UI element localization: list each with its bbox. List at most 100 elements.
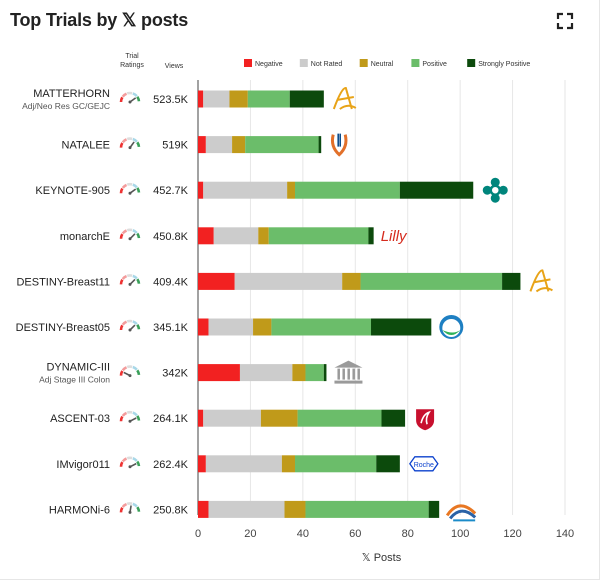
bar-segment-not-rated [239,364,293,382]
lilly-logo: Lilly [381,228,408,245]
legend-label: Negative [255,61,283,68]
bar-segment-strongly-positive [318,136,322,154]
bar-segment-negative [198,500,209,518]
rating-gauge-icon [119,365,141,378]
rating-gauge-icon [119,410,141,423]
bar-segment-positive [297,409,382,427]
x-tick-label: 80 [402,528,414,540]
svg-text:Roche: Roche [414,462,434,469]
bar-segment-neutral [287,181,295,199]
bar-segment-negative [198,318,209,336]
bar-segment-strongly-positive [381,409,406,427]
bar-segment-positive [268,227,369,245]
roche-logo: Roche [409,456,439,472]
trial-subtitle-label: Adj Stage III Colon [39,375,110,385]
rating-gauge-icon [119,137,141,150]
x-tick-label: 0 [195,528,201,540]
views-value-label: 452.7K [153,185,189,197]
legend-swatch [411,59,420,67]
views-value-label: 250.8K [153,504,189,516]
astrazeneca-logo [529,269,553,293]
trial-name-label: ASCENT-03 [50,413,110,425]
trial-name-label: monarchE [60,231,110,243]
legend-label: Neutral [371,61,394,68]
bar-segment-negative [198,455,206,473]
x-logo-icon: 𝕏 [121,10,137,30]
rating-gauge-icon [119,456,141,469]
gilead-logo [416,409,435,431]
bar-segment-not-rated [213,227,259,245]
institution-logo [334,360,363,384]
svg-text:Lilly: Lilly [381,228,408,245]
bar-segment-neutral [232,136,246,154]
legend-swatch [467,59,476,67]
bar-segment-positive [305,500,429,518]
bar-segment-neutral [284,500,306,518]
bar-segment-negative [198,90,204,108]
bar-segment-neutral [260,409,298,427]
views-value-label: 342K [162,368,188,380]
views-value-label: 264.1K [153,413,189,425]
rating-gauge-icon [119,182,141,195]
bar-segment-strongly-positive [371,318,432,336]
bar-segment-negative [198,272,235,290]
legend-label: Positive [422,61,447,68]
views-value-label: 450.8K [153,231,189,243]
chart-title: Top Trials by 𝕏 posts [10,10,188,31]
trial-name-label: NATALEE [62,140,111,152]
bar-segment-positive [245,136,319,154]
title-suffix: posts [141,10,189,30]
rating-gauge-icon [119,319,141,332]
views-value-label: 262.4K [153,459,189,471]
novartis-logo [330,133,348,157]
bar-segment-negative [198,364,240,382]
bar-segment-neutral [342,272,361,290]
bar-segment-strongly-positive [289,90,324,108]
views-value-label: 409.4K [153,276,189,288]
expand-icon[interactable] [556,12,574,30]
trial-name-label: DESTINY-Breast05 [16,322,110,334]
trial-name-label: DYNAMIC-III [46,362,110,374]
legend-label: Not Rated [311,61,343,68]
title-prefix: Top Trials by [10,10,118,30]
bar-segment-neutral [292,364,306,382]
x-tick-label: 60 [349,528,361,540]
rating-gauge-icon [119,91,141,104]
rating-gauge-icon [119,502,141,514]
bar-segment-not-rated [208,500,285,518]
trial-subtitle-label: Adj/Neo Res GC/GEJC [22,101,110,111]
x-tick-label: 120 [503,528,521,540]
bar-segment-negative [198,409,204,427]
merck-logo [482,177,508,203]
x-tick-label: 100 [451,528,469,540]
bar-segment-neutral [253,318,272,336]
views-value-label: 523.5K [153,94,189,106]
ratings-column-header: Trial Ratings [120,53,144,69]
x-tick-label: 140 [556,528,574,540]
bar-segment-neutral [229,90,248,108]
legend-label: Strongly Positive [478,61,530,68]
bar-segment-positive [271,318,372,336]
bar-segment-neutral [281,455,295,473]
legend-swatch [299,59,308,67]
views-value-label: 345.1K [153,322,189,334]
bar-segment-not-rated [205,136,233,154]
views-value-label: 519K [162,140,188,152]
astrazeneca-logo [332,87,357,110]
bar-segment-neutral [258,227,269,245]
trial-name-label: MATTERHORN [33,88,110,100]
bar-segment-not-rated [203,181,288,199]
bar-segment-not-rated [203,90,230,108]
bar-segment-strongly-positive [368,227,374,245]
bar-segment-positive [247,90,290,108]
bar-segment-strongly-positive [399,181,474,199]
bar-segment-strongly-positive [323,364,327,382]
bar-segment-negative [198,227,214,245]
bar-segment-positive [294,181,400,199]
legend-swatch [244,59,252,67]
summit-logo [445,504,477,522]
trial-name-label: HARMONi-6 [49,504,110,516]
bar-segment-strongly-positive [502,272,521,290]
